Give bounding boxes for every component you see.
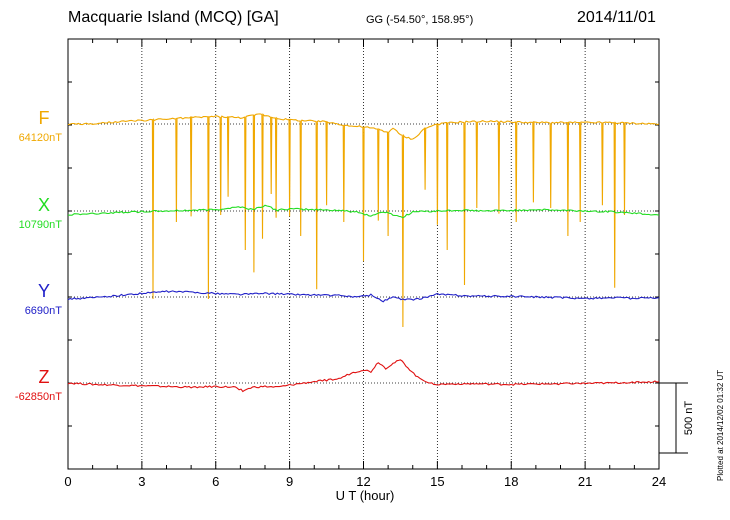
trace-y: [67, 290, 660, 303]
series-label-f: F: [39, 108, 50, 128]
x-tick-label: 0: [64, 474, 71, 489]
trace-z: [67, 359, 660, 393]
chart-date: 2014/11/01: [577, 9, 656, 26]
baseline-value-x: 10790nT: [19, 219, 63, 231]
x-axis-label: U T (hour): [335, 488, 395, 503]
trace-x: [67, 204, 660, 219]
baseline-value-f: 64120nT: [19, 132, 63, 144]
station-coordinates: GG (-54.50°, 158.95°): [366, 14, 474, 26]
x-tick-label: 21: [578, 474, 592, 489]
scale-bar-label: 500 nT: [683, 401, 695, 436]
chart-title: Macquarie Island (MCQ) [GA]: [68, 9, 279, 26]
x-tick-label: 12: [356, 474, 370, 489]
baseline-value-y: 6690nT: [25, 305, 63, 317]
x-tick-label: 3: [138, 474, 145, 489]
x-tick-label: 6: [212, 474, 219, 489]
baseline-value-z: -62850nT: [15, 391, 62, 403]
series-label-y: Y: [38, 281, 50, 301]
x-tick-label: 18: [504, 474, 518, 489]
x-tick-label: 9: [286, 474, 293, 489]
x-tick-label: 24: [652, 474, 666, 489]
series-label-x: X: [38, 195, 50, 215]
series-label-z: Z: [39, 367, 50, 387]
trace-f: [67, 113, 660, 328]
plotted-note: Plotted at 2014/12/02 01:32 UT: [716, 369, 725, 481]
x-tick-label: 15: [430, 474, 444, 489]
